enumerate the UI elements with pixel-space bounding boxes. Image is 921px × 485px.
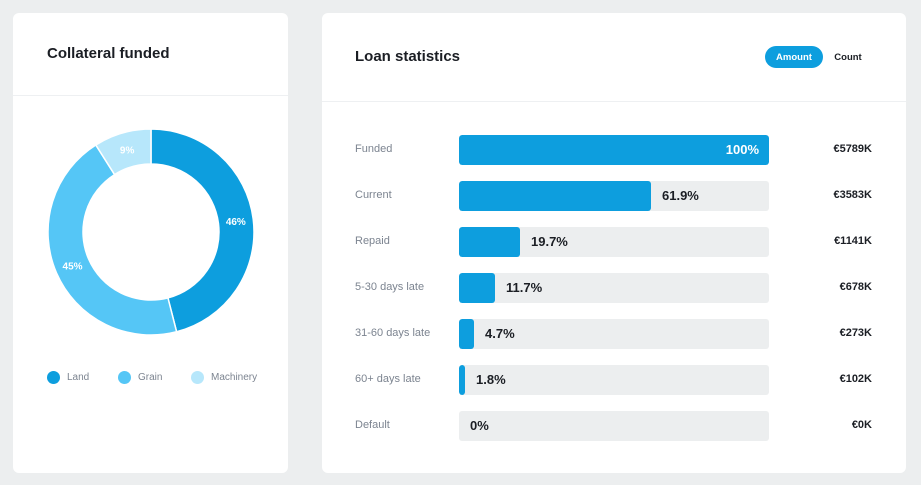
loan-stat-label: Repaid xyxy=(355,235,390,247)
legend-item-machinery: Machinery xyxy=(191,371,257,384)
loan-stat-amount: €0K xyxy=(851,419,872,431)
loan-stat-bar-fill xyxy=(459,273,495,303)
donut-label-land: 46% xyxy=(226,217,246,228)
loan-stat-percent: 4.7% xyxy=(485,326,515,341)
loan-stat-bar-fill xyxy=(459,365,465,395)
loan-stat-bar-track: 1.8% xyxy=(459,365,769,395)
donut-slice-land[interactable] xyxy=(150,128,255,333)
loan-statistics-divider xyxy=(322,101,906,102)
collateral-card: Collateral funded 46% 45% 9% Land Grain Mach… xyxy=(13,13,288,473)
loan-stat-label: Default xyxy=(355,419,390,431)
loan-stat-percent: 1.8% xyxy=(476,372,506,387)
loan-stat-bar-fill xyxy=(459,319,474,349)
loan-stat-row: 60+ days late 1.8% €102K xyxy=(322,365,906,395)
collateral-title: Collateral funded xyxy=(47,45,170,62)
loan-stat-percent: 0% xyxy=(470,418,489,433)
legend-item-grain: Grain xyxy=(118,371,162,384)
loan-stat-bar-fill xyxy=(459,181,651,211)
loan-stat-label: 5-30 days late xyxy=(355,281,425,293)
loan-stat-amount: €3583K xyxy=(833,189,872,201)
legend-label: Land xyxy=(67,372,90,383)
loan-stat-amount: €1141K xyxy=(834,235,872,247)
loan-stat-row: Current 61.9% €3583K xyxy=(322,181,906,211)
donut-slice-grain[interactable] xyxy=(47,143,178,336)
donut-label-grain: 45% xyxy=(63,261,83,272)
loan-stat-percent: 100% xyxy=(725,142,759,157)
loan-stat-bar-fill xyxy=(459,135,769,165)
loan-stat-label: Current xyxy=(355,189,392,201)
loan-stat-row: 5-30 days late 11.7% €678K xyxy=(322,273,906,303)
loan-stat-amount: €102K xyxy=(839,373,872,385)
loan-stat-bar-track: 19.7% xyxy=(459,227,769,257)
legend-label: Machinery xyxy=(211,372,258,383)
loan-stat-bar-fill xyxy=(459,227,520,257)
loan-stat-bar-track: 0% xyxy=(459,411,769,441)
donut-label-machinery: 9% xyxy=(120,145,135,156)
loan-stat-label: 31-60 days late xyxy=(355,327,431,339)
loan-stat-bar-track: 11.7% xyxy=(459,273,769,303)
count-toggle-button[interactable]: Count xyxy=(834,51,862,63)
loan-stat-percent: 19.7% xyxy=(531,234,568,249)
legend-swatch xyxy=(191,371,204,384)
loan-stat-amount: €5789K xyxy=(833,143,872,155)
loan-stat-percent: 11.7% xyxy=(506,280,543,295)
legend-item-land: Land xyxy=(47,371,89,384)
loan-statistics-card: Loan statistics Amount Count Funded 100% €… xyxy=(322,13,906,473)
legend-swatch xyxy=(118,371,131,384)
loan-stat-bar-track: 61.9% xyxy=(459,181,769,211)
loan-stat-bar-track: 100% xyxy=(459,135,769,165)
loan-stat-row: 31-60 days late 4.7% €273K xyxy=(322,319,906,349)
loan-stat-amount: €678K xyxy=(839,281,872,293)
loan-stat-label: 60+ days late xyxy=(355,373,421,385)
donut-slice-machinery[interactable] xyxy=(94,128,152,176)
collateral-donut-chart: 46% 45% 9% xyxy=(47,128,255,336)
loan-statistics-title: Loan statistics xyxy=(355,48,461,65)
loan-stat-row: Repaid 19.7% €1141K xyxy=(322,227,906,257)
loan-stat-label: Funded xyxy=(355,143,393,155)
loan-stat-amount: €273K xyxy=(839,327,872,339)
loan-stat-bar-track: 4.7% xyxy=(459,319,769,349)
amount-toggle-button[interactable]: Amount xyxy=(765,46,823,68)
legend-label: Grain xyxy=(138,372,163,383)
loan-stat-row: Funded 100% €5789K xyxy=(322,135,906,165)
loan-stat-row: Default 0% €0K xyxy=(322,411,906,441)
legend-swatch xyxy=(47,371,60,384)
loan-stat-percent: 61.9% xyxy=(662,188,699,203)
collateral-divider xyxy=(13,95,288,96)
